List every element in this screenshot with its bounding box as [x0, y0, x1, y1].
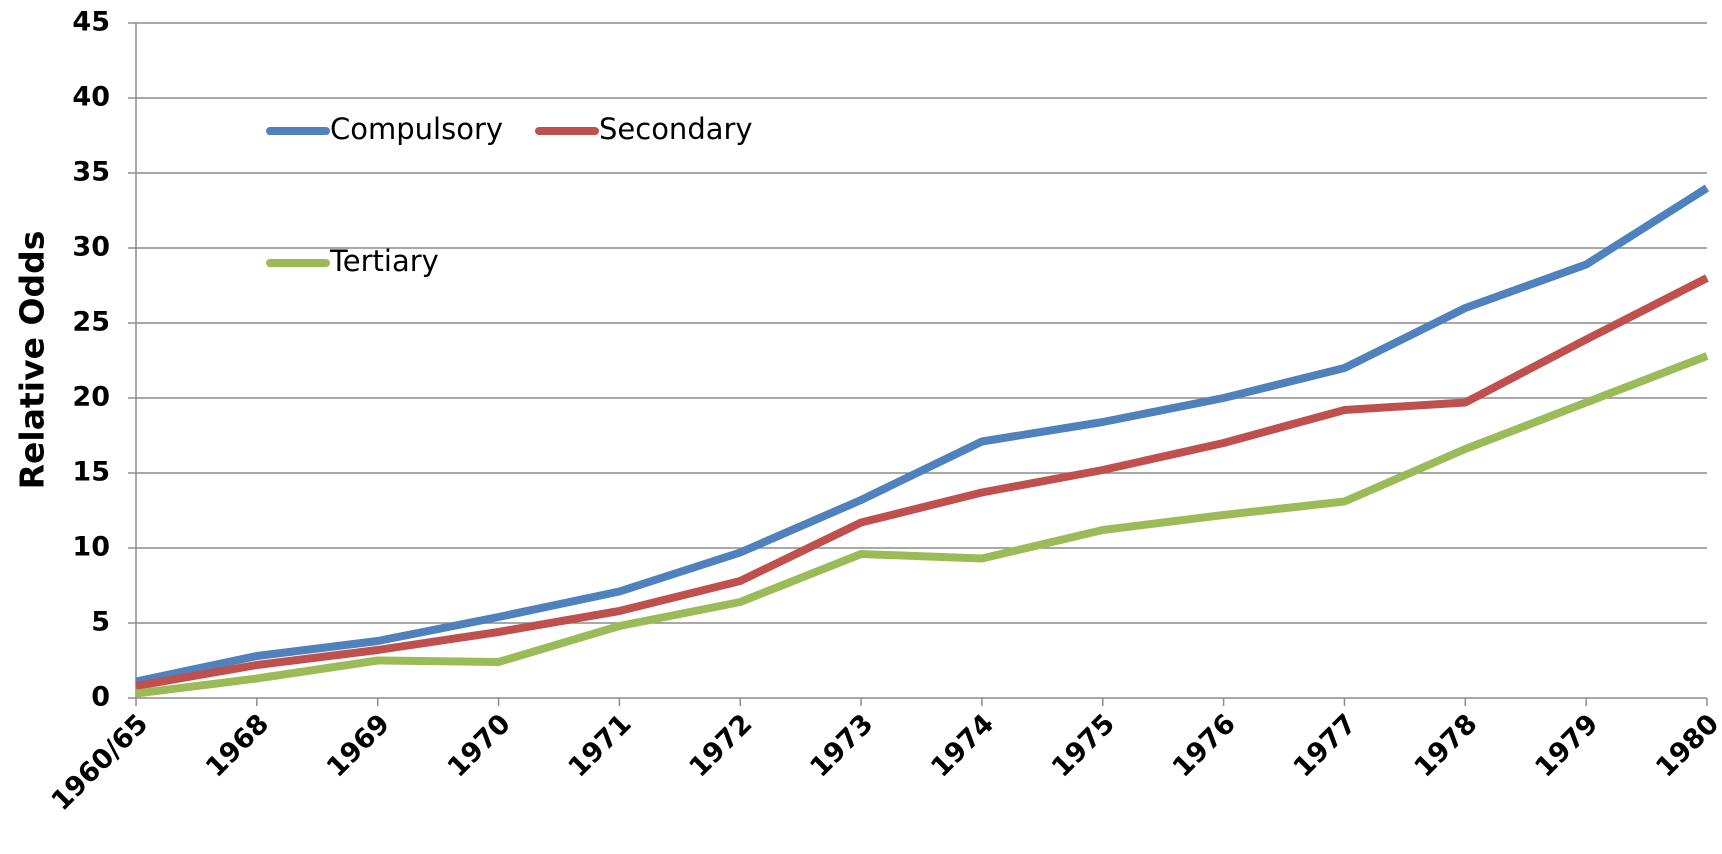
legend-label: Secondary: [599, 112, 753, 146]
y-tick-label: 45: [72, 7, 110, 38]
x-tick-label: 1971: [563, 708, 638, 783]
y-tick-label: 25: [72, 307, 110, 338]
data-line: [135, 184, 1710, 686]
y-tick-label: 5: [91, 607, 110, 638]
y-tick-label: 20: [72, 382, 110, 413]
data-line: [135, 274, 1709, 690]
data-line: [135, 352, 1709, 698]
y-axis-title: Relative Odds: [13, 231, 52, 490]
y-tick-label: 0: [91, 682, 110, 713]
x-tick-label: 1976: [1167, 708, 1242, 783]
x-tick-label: 1974: [925, 708, 1000, 783]
x-tick-label: 1973: [804, 708, 879, 783]
x-tick-label: 1978: [1408, 708, 1483, 783]
y-tick-label: 30: [72, 232, 110, 263]
legend-label: Tertiary: [329, 244, 439, 278]
y-tick-label: 10: [72, 532, 110, 563]
x-tick-label: 1972: [683, 708, 758, 783]
x-tick-label: 1980: [1650, 708, 1722, 783]
y-tick-label: 15: [72, 457, 110, 488]
x-tick-label: 1977: [1288, 708, 1363, 783]
legend-label: Compulsory: [330, 112, 503, 146]
y-tick-label: 40: [72, 82, 110, 113]
x-tick-label: 1975: [1046, 708, 1121, 783]
x-tick-label: 1970: [442, 708, 517, 783]
x-tick-label: 1969: [321, 708, 396, 783]
x-tick-label: 1968: [200, 708, 275, 783]
x-tick-label: 1960/65: [46, 708, 155, 817]
y-tick-label: 35: [72, 157, 110, 188]
x-tick-label: 1979: [1529, 708, 1604, 783]
